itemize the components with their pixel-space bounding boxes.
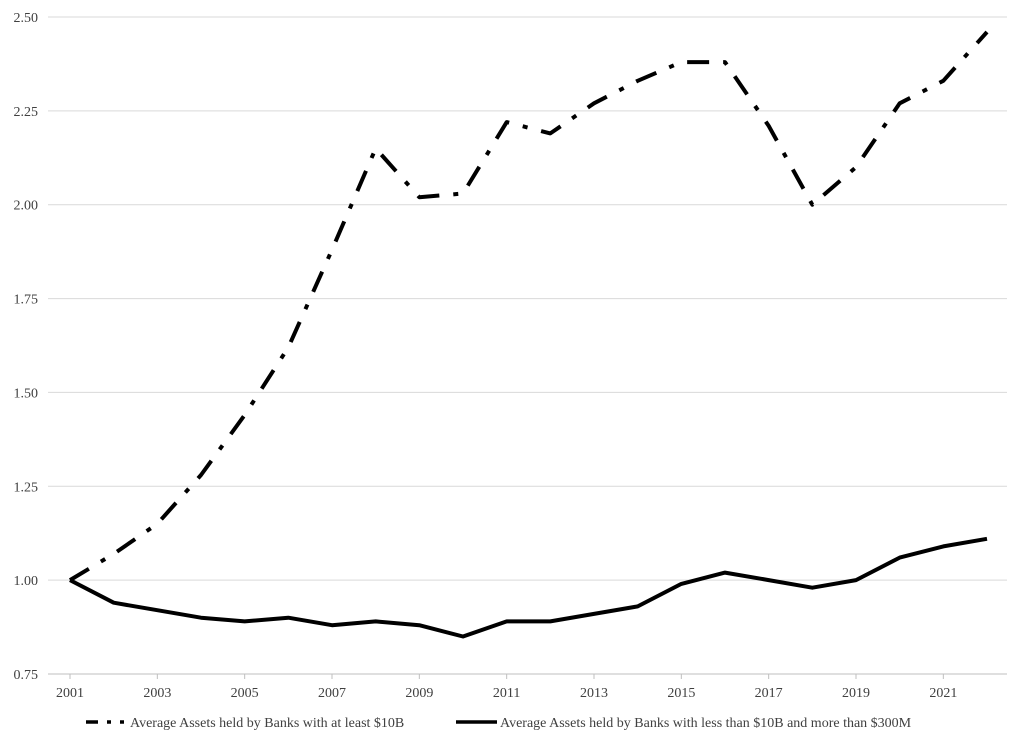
x-tick-label: 2003 <box>143 686 171 701</box>
x-axis <box>48 674 1007 679</box>
x-tick-label: 2013 <box>580 686 608 701</box>
x-tick-label: 2021 <box>929 686 957 701</box>
x-tick-label: 2017 <box>755 686 783 701</box>
x-tick-label: 2001 <box>56 686 84 701</box>
y-tick-label: 2.50 <box>14 11 39 26</box>
x-tick-label: 2009 <box>405 686 433 701</box>
gridlines <box>48 17 1007 580</box>
series-line-large-banks <box>70 32 987 580</box>
legend-label-mid-banks: Average Assets held by Banks with less t… <box>500 716 912 731</box>
series-lines <box>70 32 987 637</box>
legend: Average Assets held by Banks with at lea… <box>86 716 912 731</box>
series-line-mid-banks <box>70 539 987 637</box>
y-tick-label: 1.00 <box>14 574 39 589</box>
y-tick-label: 0.75 <box>14 668 39 683</box>
y-tick-label: 2.25 <box>14 105 39 120</box>
y-axis-tick-labels: 0.75 1.00 1.25 1.50 1.75 2.00 2.25 2.50 <box>14 11 39 683</box>
x-tick-label: 2015 <box>667 686 695 701</box>
legend-label-large-banks: Average Assets held by Banks with at lea… <box>130 716 404 731</box>
x-tick-label: 2007 <box>318 686 346 701</box>
x-tick-label: 2005 <box>231 686 259 701</box>
y-tick-label: 1.50 <box>14 386 39 401</box>
x-tick-label: 2019 <box>842 686 870 701</box>
y-tick-label: 1.25 <box>14 480 39 495</box>
y-tick-label: 1.75 <box>14 293 39 308</box>
y-tick-label: 2.00 <box>14 199 39 214</box>
x-tick-label: 2011 <box>493 686 520 701</box>
x-axis-tick-labels: 2001 2003 2005 2007 2009 2011 2013 2015 2017 2019… <box>56 686 957 701</box>
